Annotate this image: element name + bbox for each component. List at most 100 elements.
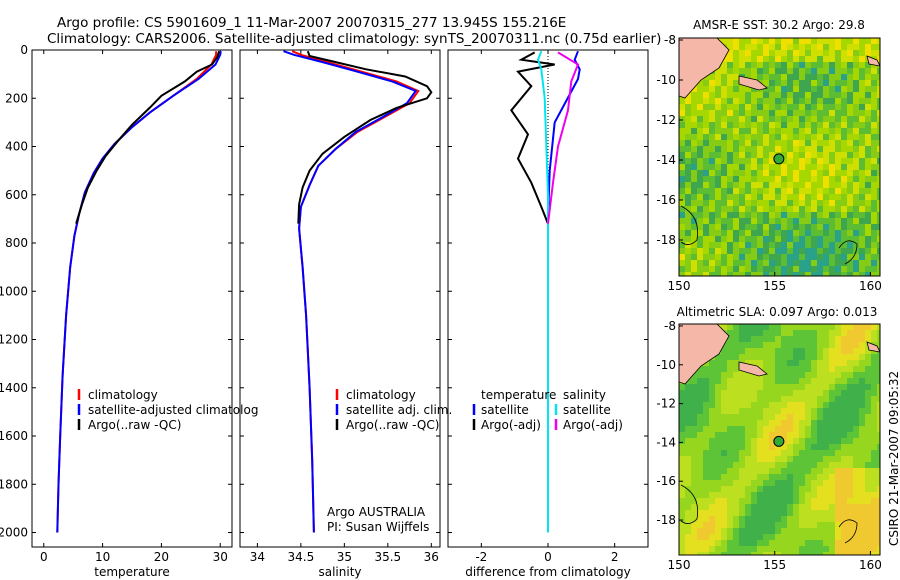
map-cell [799,402,805,408]
map-cell [817,134,823,140]
map-cell [793,74,799,80]
map-cell [751,122,757,128]
map-cell [835,74,841,80]
map-cell [823,110,829,116]
plot-frame [239,49,441,548]
map-frame [678,323,881,556]
map-cell [733,230,739,236]
map-cell [739,474,745,480]
map-cell [811,38,817,44]
map-cell [865,272,871,276]
map-cell [691,224,697,230]
map-cell [811,266,817,272]
y-tick-label: 1800 [0,477,28,491]
map-cell [679,426,685,432]
map-cell [775,372,781,378]
map-cell [811,414,817,420]
map-cell [721,140,727,146]
map-cell [811,116,817,122]
map-cell [823,134,829,140]
map-cell [709,128,715,134]
map-cell [877,528,880,534]
map-cell [721,152,727,158]
map-cell [871,408,877,414]
map-cell [829,342,835,348]
map-cell [841,134,847,140]
map-cell [733,378,739,384]
map-cell [841,324,847,330]
map-cell [787,230,793,236]
map-cell [787,224,793,230]
map-cell [709,98,715,104]
map-cell [853,444,859,450]
x-tick-label: -2 [475,550,487,564]
map-cell [757,212,763,218]
map-cell [739,230,745,236]
map-cell [847,504,853,510]
map-cell [811,408,817,414]
map-cell [769,546,775,552]
map-cell [745,342,751,348]
map-cell [871,504,877,510]
map-cell [799,480,805,486]
map-cell [859,474,865,480]
map-cell [733,384,739,390]
map-cell [847,522,853,528]
map-cell [721,402,727,408]
map-cell [859,516,865,522]
map-cell [775,504,781,510]
map-cell [763,408,769,414]
map-cell [727,438,733,444]
map-cell [685,200,691,206]
map-cell [859,546,865,552]
y-tick-label: 600 [5,188,28,202]
map-cell [679,254,685,260]
map-cell [811,402,817,408]
map-cell [793,336,799,342]
map-cell [745,68,751,74]
map-cell [835,360,841,366]
map-cell [871,140,877,146]
map-cell [685,236,691,242]
map-cell [769,74,775,80]
map-cell [685,230,691,236]
map-cell [733,534,739,540]
map-cell [865,522,871,528]
map-cell [685,146,691,152]
map-cell [709,540,715,546]
map-cell [685,534,691,540]
map-cell [847,266,853,272]
map-cell [865,480,871,486]
map-cell [877,188,880,194]
map-cell [865,134,871,140]
map-cell [877,182,880,188]
map-cell [679,480,685,486]
map-cell [745,182,751,188]
map-cell [787,68,793,74]
map-cell [781,390,787,396]
map-cell [865,224,871,230]
map-cell [715,218,721,224]
map-cell [715,128,721,134]
map-cell [691,170,697,176]
map-cell [751,348,757,354]
map-cell [847,468,853,474]
map-cell [721,98,727,104]
x-tick-label: 0 [40,550,48,564]
map-cell [847,140,853,146]
map-cell [781,330,787,336]
map-cell [727,528,733,534]
map-cell [865,438,871,444]
map-cell [787,92,793,98]
map-cell [733,164,739,170]
map-cell [847,212,853,218]
map-cell [769,104,775,110]
map-cell [703,176,709,182]
map-cell [709,420,715,426]
map-cell [793,420,799,426]
map-cell [751,260,757,266]
map-cell [697,396,703,402]
legend-label: Argo(..raw -QC) [346,418,439,432]
map-cell [877,98,880,104]
map-cell [787,360,793,366]
